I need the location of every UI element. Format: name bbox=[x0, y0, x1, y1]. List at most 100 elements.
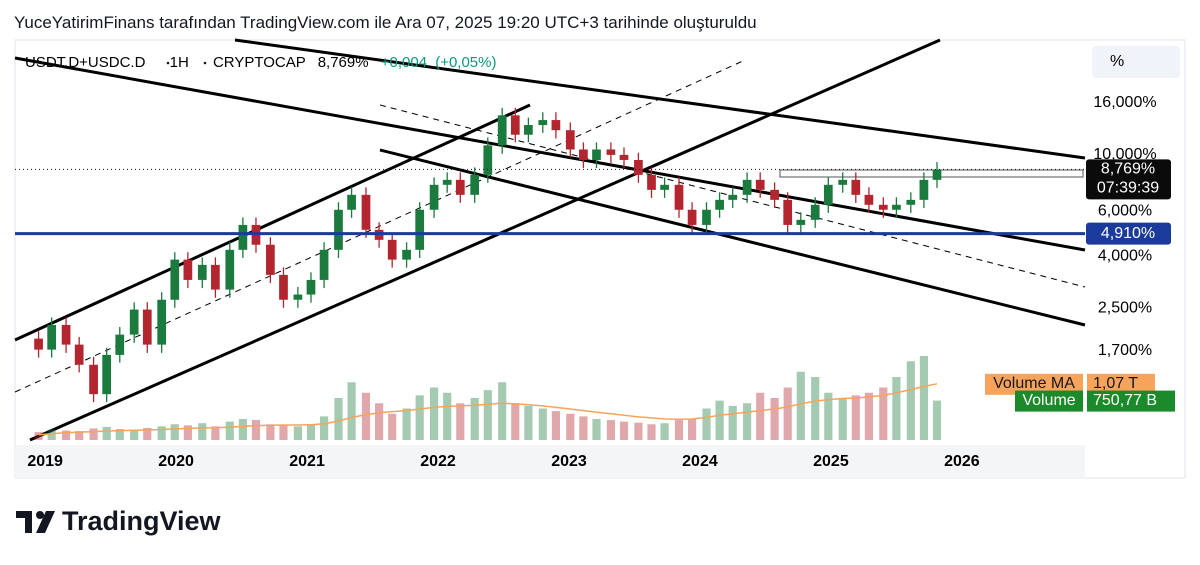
trend-line bbox=[14, 103, 531, 342]
volume-bar bbox=[157, 426, 166, 440]
candle-body bbox=[387, 239, 397, 260]
volume-bar bbox=[61, 430, 71, 440]
candle-body bbox=[74, 344, 84, 365]
candle-body bbox=[361, 194, 371, 230]
volume-bar bbox=[225, 421, 234, 440]
separator bbox=[166, 61, 170, 65]
drawings bbox=[14, 38, 1086, 442]
scale-unit[interactable]: % bbox=[1110, 53, 1124, 70]
candle-body bbox=[728, 194, 738, 200]
x-tick-label: 2022 bbox=[420, 453, 456, 470]
volume-bar bbox=[864, 392, 873, 440]
symbol-line: USDT.D+USDC.D 1H CRYPTOCAP 8,769% +0,004… bbox=[25, 54, 497, 71]
volume-bar bbox=[879, 387, 888, 440]
volume-bar bbox=[430, 387, 439, 440]
volume-bar bbox=[566, 413, 575, 440]
x-tick-label: 2020 bbox=[158, 453, 194, 470]
candle-body bbox=[157, 299, 167, 345]
candle-body bbox=[892, 204, 901, 210]
trend-line bbox=[379, 148, 1086, 327]
candle-body bbox=[660, 184, 669, 190]
x-tick-label: 2024 bbox=[682, 453, 718, 470]
volume-bar bbox=[293, 426, 302, 440]
volume-bar bbox=[811, 377, 820, 440]
volume-bar bbox=[919, 356, 928, 440]
volume-bar bbox=[279, 425, 288, 440]
volume-bar bbox=[170, 424, 179, 440]
volume-bar bbox=[498, 382, 507, 440]
last-price-box bbox=[1086, 159, 1171, 200]
candle-body bbox=[483, 145, 493, 175]
volume-bar bbox=[892, 377, 901, 440]
volume-bar bbox=[443, 392, 452, 440]
legend-value: 750,77 B bbox=[1093, 392, 1157, 409]
candle-body bbox=[89, 364, 98, 395]
level-box bbox=[1086, 222, 1171, 245]
volume-bar bbox=[660, 423, 669, 440]
candle-body bbox=[796, 219, 806, 225]
candle-body bbox=[183, 259, 193, 280]
candle-body bbox=[238, 224, 248, 250]
volume-bar bbox=[456, 403, 465, 440]
candle-body bbox=[442, 179, 452, 185]
candle-body bbox=[742, 179, 752, 195]
volume-bar bbox=[743, 403, 752, 440]
candle-body bbox=[565, 130, 575, 150]
volume-bar bbox=[102, 426, 111, 440]
volume-bar bbox=[319, 416, 329, 440]
candle-body bbox=[497, 115, 507, 146]
candle-body bbox=[702, 209, 711, 225]
volume-bar bbox=[75, 431, 84, 440]
change-pct: (+0,05%) bbox=[435, 54, 496, 71]
brand-name: TradingView bbox=[62, 506, 222, 536]
candle-body bbox=[455, 179, 465, 195]
volume-bar bbox=[770, 398, 779, 440]
y-tick-label: 1,700% bbox=[1098, 342, 1152, 359]
chart-frame bbox=[14, 39, 1186, 479]
candle-body bbox=[551, 120, 561, 131]
last-price: 8,769% bbox=[318, 54, 369, 71]
symbol: USDT.D+USDC.D bbox=[25, 54, 146, 71]
candle-body bbox=[347, 194, 356, 210]
scale-button[interactable] bbox=[1092, 46, 1180, 78]
volume-ma-line bbox=[38, 383, 938, 436]
candle-body bbox=[715, 199, 724, 210]
volume-bar bbox=[34, 432, 43, 440]
candle-body bbox=[197, 264, 207, 280]
volume-bar bbox=[647, 424, 656, 440]
volume-bar bbox=[551, 411, 560, 440]
candle-body bbox=[674, 184, 684, 210]
candle-body bbox=[402, 249, 411, 260]
candle-body bbox=[810, 204, 820, 220]
change: +0,004 bbox=[381, 54, 427, 71]
brand-logo: TradingView bbox=[16, 506, 222, 536]
candle-body bbox=[634, 159, 643, 175]
volume-bar bbox=[306, 424, 316, 440]
volume-bar bbox=[702, 408, 711, 440]
volume-bar bbox=[634, 422, 643, 440]
volume-bar bbox=[388, 413, 397, 440]
level-label: 4,910% bbox=[1101, 225, 1155, 242]
candle-body bbox=[524, 125, 533, 135]
volume-bar bbox=[783, 387, 792, 440]
candle-body bbox=[579, 149, 588, 160]
volume-bar bbox=[183, 425, 192, 440]
legend-name-box bbox=[985, 373, 1083, 395]
candle-body bbox=[687, 209, 697, 225]
volume-bar bbox=[619, 421, 629, 440]
candle-body bbox=[170, 259, 180, 300]
candle-body bbox=[211, 264, 220, 290]
volume-bar bbox=[143, 427, 152, 440]
volume-bar bbox=[483, 390, 492, 440]
volume-bar bbox=[674, 420, 684, 440]
volume-bar bbox=[824, 392, 833, 440]
volume-bar bbox=[211, 426, 220, 440]
volume-bar bbox=[851, 395, 860, 440]
header-text: YuceYatirimFinans tarafından TradingView… bbox=[14, 13, 757, 32]
candle-body bbox=[592, 149, 601, 160]
volume-bar bbox=[47, 429, 56, 440]
candle-body bbox=[47, 324, 57, 350]
candle-body bbox=[606, 149, 616, 155]
x-tick-label: 2023 bbox=[551, 453, 587, 470]
legend-name: Volume bbox=[1022, 392, 1075, 409]
